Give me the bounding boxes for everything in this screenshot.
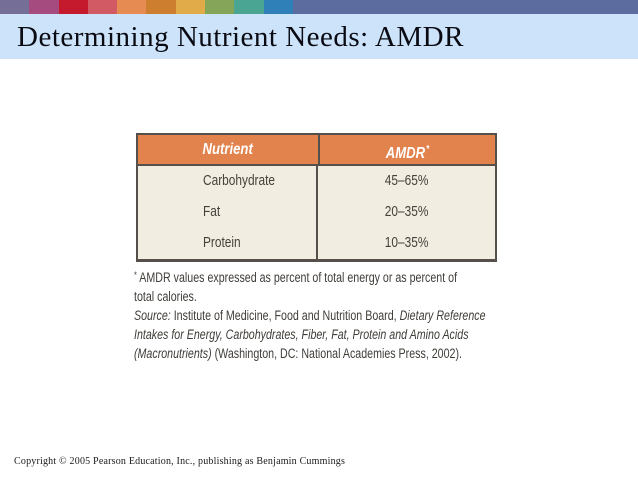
page-title: Determining Nutrient Needs: AMDR: [17, 21, 464, 53]
strip-square: [175, 0, 206, 14]
amdr-table: Nutrient AMDR* Carbohydrate 45–65% Fat 2…: [136, 133, 497, 262]
footnote-line: * AMDR values expressed as percent of tot…: [134, 270, 458, 285]
amdr-value-cell: 10–35%: [384, 235, 429, 251]
header-cell-amdr: AMDR*: [320, 135, 495, 164]
header-label-amdr: AMDR*: [385, 144, 430, 162]
header-label-nutrient: Nutrient: [202, 141, 254, 158]
table-row: Carbohydrate 45–65%: [138, 166, 495, 197]
source-line: (Macronutrients) (Washington, DC: Nation…: [134, 346, 462, 361]
amdr-value-cell: 20–35%: [384, 204, 429, 220]
strip-square: [87, 0, 118, 14]
decorative-color-strip: [0, 0, 638, 14]
header-cell-nutrient: Nutrient: [138, 135, 320, 164]
amdr-value-cell: 45–65%: [384, 173, 429, 189]
nutrient-cell: Carbohydrate: [138, 166, 318, 197]
strip-square: [117, 0, 147, 14]
title-bar: Determining Nutrient Needs: AMDR: [0, 14, 638, 59]
nutrient-cell: Fat: [138, 197, 318, 228]
strip-square: [58, 0, 88, 14]
nutrient-cell: Protein: [138, 228, 318, 259]
strip-square: [234, 0, 264, 14]
source-line: Source: Institute of Medicine, Food and …: [134, 308, 486, 323]
strip-square: [205, 0, 235, 14]
table-row: Fat 20–35%: [138, 197, 495, 228]
copyright-text: Copyright © 2005 Pearson Education, Inc.…: [14, 456, 346, 467]
strip-square: [146, 0, 176, 14]
footnote-line: total calories.: [134, 289, 197, 304]
strip-square: [263, 0, 293, 14]
table-row: Protein 10–35%: [138, 228, 495, 259]
amdr-superscript: *: [425, 144, 430, 155]
strip-square: [0, 0, 30, 14]
source-line: Intakes for Energy, Carbohydrates, Fiber…: [134, 327, 469, 342]
strip-square: [29, 0, 59, 14]
table-footnote: * AMDR values expressed as percent of tot…: [134, 266, 614, 363]
footnote-asterisk: *: [134, 270, 137, 281]
table-header-row: Nutrient AMDR*: [138, 135, 495, 166]
